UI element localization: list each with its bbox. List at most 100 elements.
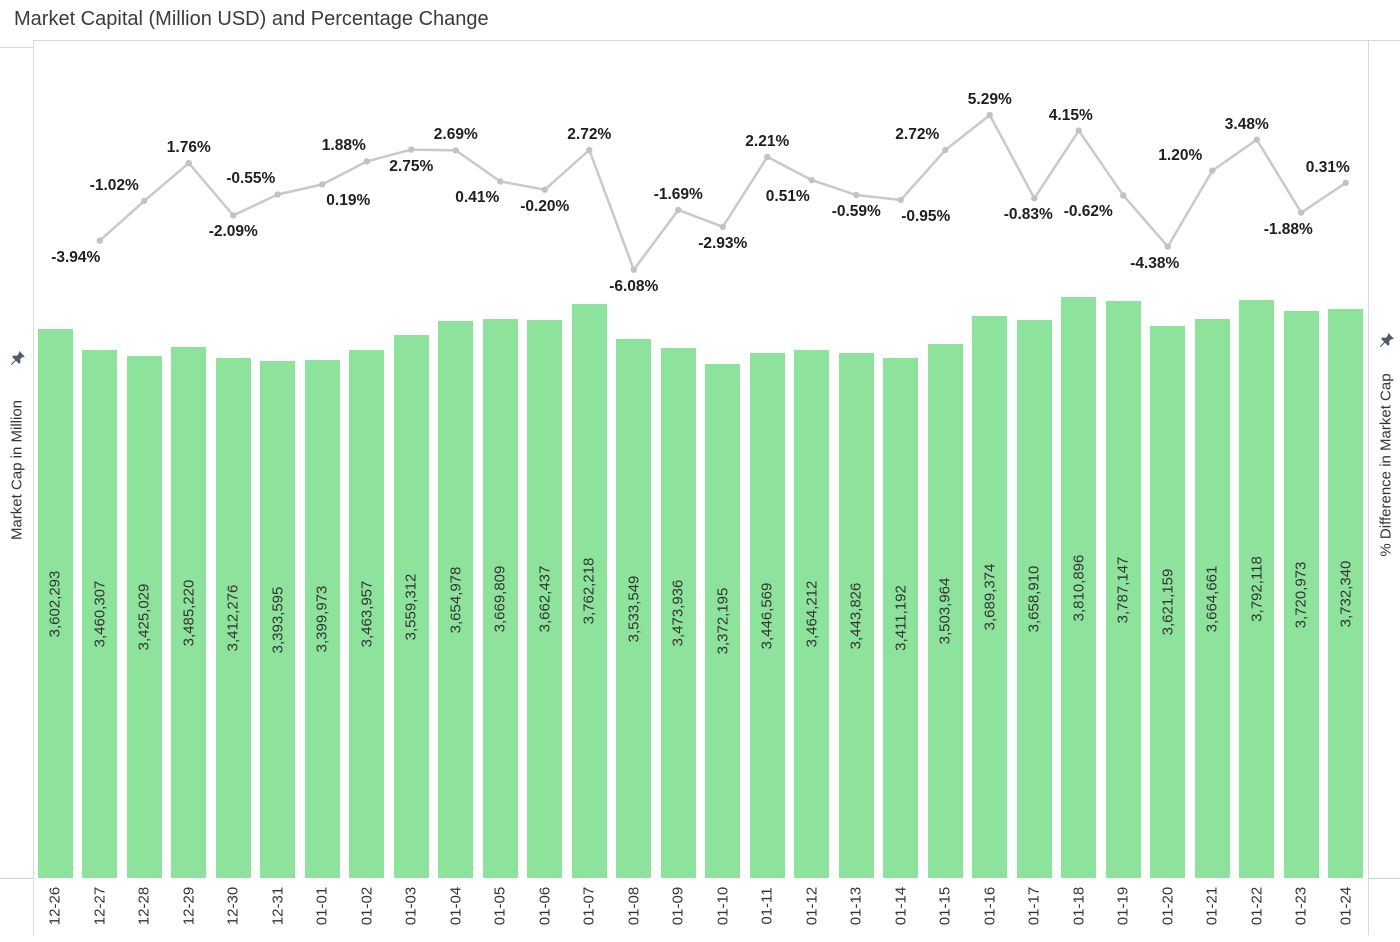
line-point-marker[interactable] bbox=[586, 146, 593, 154]
pct-change-label: -3.94% bbox=[51, 248, 101, 266]
bar-mark[interactable] bbox=[571, 304, 607, 878]
line-point-marker[interactable] bbox=[452, 147, 459, 154]
x-axis-tick-label: 12-30 bbox=[224, 886, 242, 926]
line-point-marker[interactable] bbox=[986, 111, 993, 119]
line-point-marker[interactable] bbox=[1031, 195, 1038, 202]
bar-mark[interactable] bbox=[304, 360, 340, 878]
bar-mark[interactable] bbox=[1105, 301, 1141, 878]
pct-change-label: -0.83% bbox=[1003, 206, 1053, 224]
x-axis-tick-label: 01-24 bbox=[1337, 886, 1355, 926]
bar-mark[interactable] bbox=[527, 320, 563, 878]
line-point-marker[interactable] bbox=[808, 176, 815, 184]
left-plot-border bbox=[33, 40, 34, 935]
bar-mark[interactable] bbox=[171, 347, 207, 878]
bar-mark[interactable] bbox=[660, 348, 696, 878]
chart-title: Market Capital (Million USD) and Percent… bbox=[14, 8, 489, 30]
line-point-marker[interactable] bbox=[274, 191, 281, 198]
bar-mark[interactable] bbox=[349, 350, 385, 878]
bar-value-label: 3,762,218 bbox=[580, 557, 598, 625]
line-point-marker[interactable] bbox=[1342, 179, 1349, 186]
x-axis-tick-label: 01-08 bbox=[625, 886, 643, 926]
bar-value-label: 3,792,118 bbox=[1248, 556, 1266, 622]
bar-mark[interactable] bbox=[37, 329, 73, 878]
line-point-marker[interactable] bbox=[853, 191, 860, 199]
line-point-marker[interactable] bbox=[141, 197, 148, 205]
bar-mark[interactable] bbox=[482, 319, 518, 878]
right-plot-border bbox=[1368, 40, 1369, 935]
line-point-marker[interactable] bbox=[1075, 127, 1082, 134]
x-axis-tick-label: 01-23 bbox=[1292, 886, 1310, 926]
pct-change-label: 1.76% bbox=[166, 139, 211, 157]
bar-value-label: 3,463,957 bbox=[358, 580, 376, 648]
x-axis-tick-label: 12-28 bbox=[135, 886, 153, 926]
line-point-marker[interactable] bbox=[719, 223, 726, 231]
pct-change-label: 2.21% bbox=[745, 132, 790, 150]
line-point-marker[interactable] bbox=[897, 196, 904, 204]
x-axis-tick-label: 01-02 bbox=[358, 886, 376, 926]
bar-mark[interactable] bbox=[1239, 300, 1275, 878]
x-axis-tick-label: 01-20 bbox=[1159, 886, 1177, 926]
bar-value-label: 3,787,147 bbox=[1114, 556, 1132, 623]
line-point-marker[interactable] bbox=[319, 181, 326, 188]
bar-mark[interactable] bbox=[126, 356, 162, 878]
pct-change-label: -4.38% bbox=[1130, 254, 1180, 272]
line-point-marker[interactable] bbox=[1298, 209, 1305, 216]
bar-value-label: 3,372,195 bbox=[714, 587, 732, 655]
pin-icon[interactable] bbox=[1377, 331, 1396, 350]
x-axis-tick-label: 01-17 bbox=[1025, 886, 1043, 926]
bar-mark[interactable] bbox=[438, 321, 474, 878]
pct-change-label: 2.72% bbox=[567, 126, 612, 143]
bar-mark[interactable] bbox=[749, 353, 785, 878]
bar-mark[interactable] bbox=[1061, 297, 1097, 878]
bar-value-label: 3,464,212 bbox=[803, 580, 821, 648]
bar-mark[interactable] bbox=[883, 358, 919, 878]
line-point-marker[interactable] bbox=[497, 178, 504, 185]
bar-mark[interactable] bbox=[616, 339, 652, 878]
x-axis-tick-label: 01-19 bbox=[1114, 886, 1132, 926]
bar-mark[interactable] bbox=[82, 350, 118, 878]
line-point-marker[interactable] bbox=[96, 237, 103, 244]
bar-value-label: 3,533,549 bbox=[625, 575, 643, 642]
bar-mark[interactable] bbox=[1328, 309, 1364, 878]
bar-mark[interactable] bbox=[972, 316, 1008, 878]
bar-value-label: 3,664,661 bbox=[1203, 565, 1221, 632]
line-point-marker[interactable] bbox=[630, 266, 637, 273]
bar-mark[interactable] bbox=[1150, 326, 1186, 878]
x-axis-tick-label: 01-07 bbox=[580, 886, 598, 926]
bar-value-label: 3,669,809 bbox=[491, 565, 509, 632]
bar-mark[interactable] bbox=[794, 350, 830, 878]
bar-mark[interactable] bbox=[927, 344, 963, 878]
line-point-marker[interactable] bbox=[1253, 136, 1260, 143]
bar-value-label: 3,460,307 bbox=[91, 580, 109, 648]
top-border bbox=[33, 40, 1400, 41]
pct-change-label: -1.69% bbox=[653, 185, 703, 203]
line-point-marker[interactable] bbox=[1209, 167, 1216, 174]
pct-change-label: 0.31% bbox=[1305, 158, 1350, 176]
bar-mark[interactable] bbox=[1194, 319, 1230, 878]
x-axis-tick-label: 12-26 bbox=[46, 886, 64, 926]
line-point-marker[interactable] bbox=[363, 158, 370, 165]
pct-change-label: -0.59% bbox=[831, 203, 881, 221]
line-point-marker[interactable] bbox=[675, 206, 682, 214]
x-axis-tick-label: 01-21 bbox=[1203, 886, 1221, 926]
bar-mark[interactable] bbox=[1283, 311, 1319, 878]
line-point-marker[interactable] bbox=[230, 212, 237, 219]
bar-mark[interactable] bbox=[1016, 320, 1052, 878]
x-axis-tick-label: 01-14 bbox=[892, 886, 910, 926]
line-point-marker[interactable] bbox=[1120, 192, 1127, 199]
pct-change-label: 1.20% bbox=[1158, 146, 1203, 164]
bar-mark[interactable] bbox=[393, 335, 429, 878]
pin-icon[interactable] bbox=[8, 349, 27, 368]
line-point-marker[interactable] bbox=[185, 159, 192, 167]
line-point-marker[interactable] bbox=[408, 146, 415, 153]
bar-mark[interactable] bbox=[838, 353, 874, 878]
bar-value-label: 3,503,964 bbox=[936, 577, 954, 645]
bar-mark[interactable] bbox=[705, 364, 741, 878]
pct-change-label: -6.08% bbox=[609, 277, 659, 295]
line-point-marker[interactable] bbox=[541, 186, 548, 193]
line-point-marker[interactable] bbox=[1164, 243, 1171, 250]
line-point-marker[interactable] bbox=[942, 146, 949, 154]
bar-mark[interactable] bbox=[260, 361, 296, 878]
line-point-marker[interactable] bbox=[764, 153, 771, 161]
bar-mark[interactable] bbox=[215, 358, 251, 878]
